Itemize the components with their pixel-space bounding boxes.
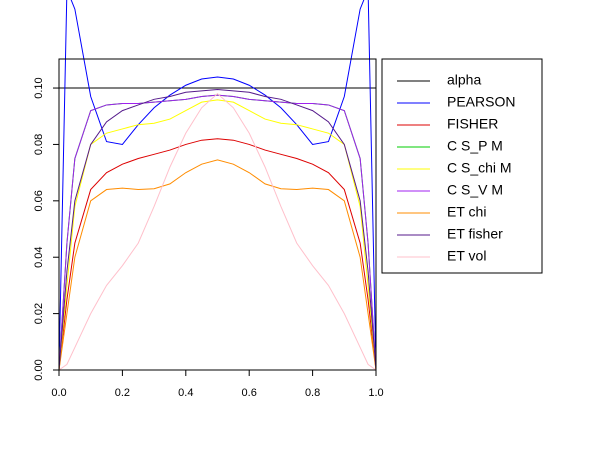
series-line	[58, 94, 377, 371]
y-tick-label: 0.04	[33, 247, 45, 268]
legend-label: C S_P M	[447, 138, 503, 154]
series-line	[58, 88, 377, 371]
series-line	[58, 94, 377, 371]
y-tick-label: 0.08	[33, 134, 45, 155]
legend-label: ET fisher	[447, 226, 503, 242]
legend-label: ET vol	[447, 248, 486, 264]
x-tick-label: 0.4	[178, 387, 193, 399]
x-tick-label: 0.8	[305, 387, 320, 399]
x-tick-label: 0.0	[51, 387, 66, 399]
legend-label: FISHER	[447, 116, 498, 132]
legend-label: alpha	[447, 72, 481, 88]
x-tick-label: 0.2	[115, 387, 130, 399]
y-tick-label: 0.06	[33, 190, 45, 211]
legend-label: ET chi	[447, 204, 486, 220]
series-line	[58, 159, 377, 371]
y-tick-label: 0.00	[33, 359, 45, 380]
y-tick-label: 0.10	[33, 77, 45, 98]
y-tick-label: 0.02	[33, 303, 45, 324]
x-tick-label: 0.6	[242, 387, 257, 399]
legend-label: PEARSON	[447, 94, 515, 110]
series-line	[58, 93, 377, 371]
plot-frame	[58, 58, 377, 371]
x-tick-label: 1.0	[368, 387, 383, 399]
legend-label: C S_chi M	[447, 160, 512, 176]
series-line	[58, 0, 377, 371]
legend-label: C S_V M	[447, 182, 503, 198]
series-line	[58, 138, 377, 371]
series-line	[58, 99, 377, 371]
legend-box	[381, 58, 543, 274]
